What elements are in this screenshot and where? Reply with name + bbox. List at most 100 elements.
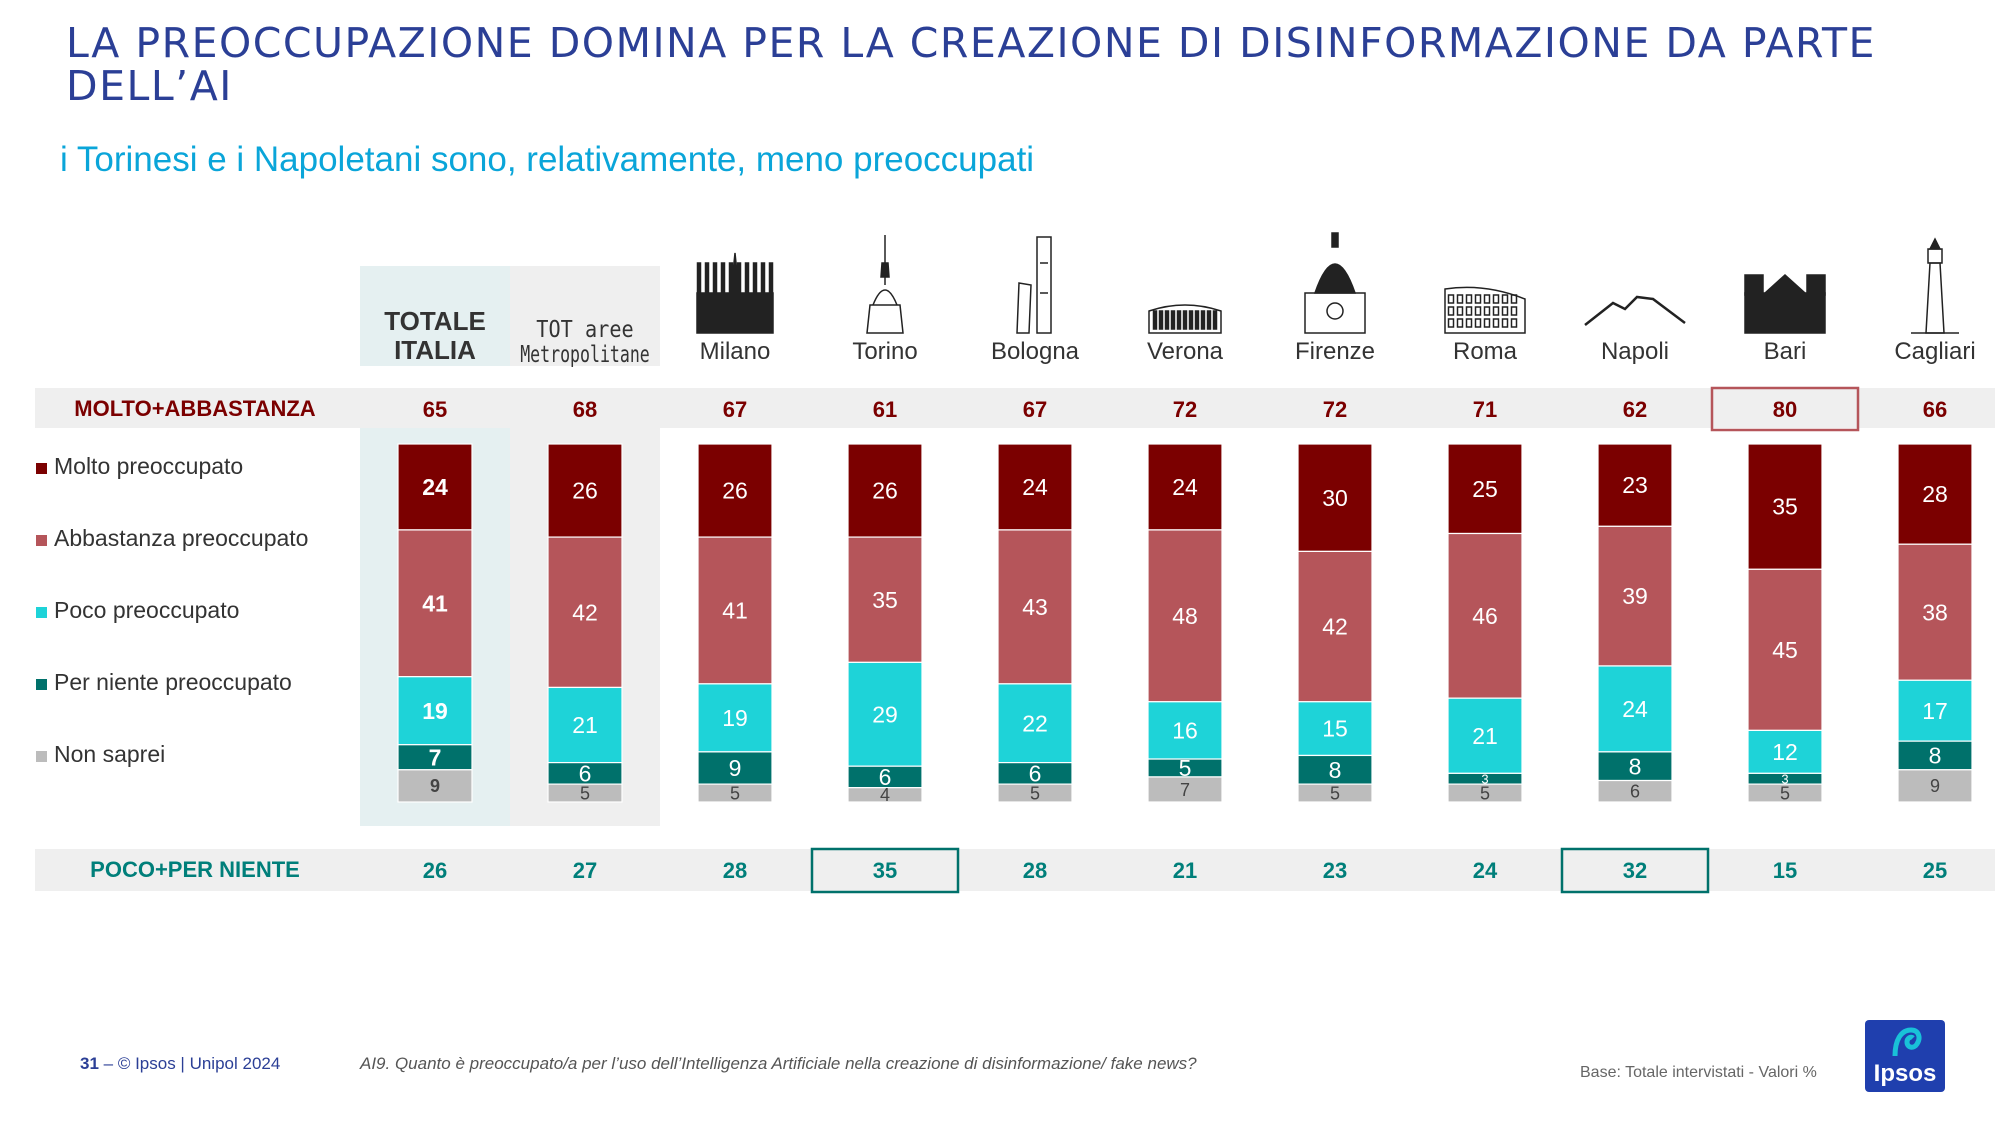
verona-arena-icon-part: [1158, 310, 1164, 330]
bar-segment-poco: [547, 686, 623, 764]
data-label-poco: 22: [1022, 710, 1048, 736]
category-label-line: TOTALE: [384, 306, 486, 336]
legend-swatch-molto: [36, 463, 47, 474]
page-subtitle: i Torinesi e i Napoletani sono, relativa…: [60, 140, 1035, 179]
mole-antonelliana-icon-part: [866, 304, 904, 334]
bar-segment-abbastanza: [397, 529, 473, 678]
colosseum-icon-part: [1483, 318, 1491, 328]
data-label-non_saprei: 6: [1630, 782, 1640, 802]
bar-segment-poco: [847, 661, 923, 767]
data-label-abbastanza: 42: [572, 599, 598, 625]
verona-arena-icon-part: [1164, 310, 1170, 330]
bottom-summary-value: 23: [1323, 858, 1347, 883]
bar-segment-poco: [1447, 697, 1523, 774]
colosseum-icon-part: [1483, 294, 1491, 304]
top-summary-value: 71: [1473, 397, 1497, 422]
colosseum-icon-part: [1501, 306, 1509, 316]
colosseum-icon-part: [1447, 306, 1455, 316]
top-summary-label: MOLTO+ABBASTANZA: [74, 396, 315, 421]
milan-cathedral-icon-part: [752, 262, 758, 296]
colosseum-icon-part: [1456, 306, 1464, 316]
florence-duomo-icon-part: [1326, 302, 1344, 320]
legend-label-poco: Poco preoccupato: [54, 597, 239, 623]
data-label-per_niente: 8: [1329, 757, 1342, 783]
bar-segment-poco: [1747, 729, 1823, 774]
colosseum-icon-part: [1492, 306, 1500, 316]
bottom-summary-value: 32: [1623, 858, 1647, 883]
data-label-non_saprei: 9: [1930, 776, 1940, 796]
bar-segment-non_saprei: [697, 783, 773, 803]
milan-cathedral-icon-part: [696, 292, 774, 334]
top-summary-value: 61: [873, 397, 897, 422]
data-label-poco: 24: [1622, 696, 1648, 722]
data-label-abbastanza: 46: [1472, 603, 1498, 629]
data-label-non_saprei: 5: [1780, 783, 1790, 803]
colosseum-icon-part: [1501, 318, 1509, 328]
bottom-summary-band: [35, 849, 1995, 891]
data-label-per_niente: 8: [1629, 753, 1642, 779]
data-label-abbastanza: 39: [1622, 583, 1648, 609]
bottom-summary-value: 15: [1773, 858, 1797, 883]
bottom-summary-highlight: [810, 847, 960, 894]
data-label-non_saprei: 5: [1480, 783, 1490, 803]
verona-arena-icon-part: [1212, 310, 1218, 330]
category-label-line: ITALIA: [394, 335, 476, 365]
bar-segment-non_saprei: [397, 769, 473, 803]
tot-aree-header-bg: [510, 266, 660, 366]
verona-arena-icon-part: [1182, 310, 1188, 330]
bari-basilica-icon-part: [1763, 273, 1807, 294]
colosseum-icon-part: [1474, 306, 1482, 316]
legend-swatch-poco: [36, 607, 47, 618]
data-label-poco: 19: [722, 705, 748, 731]
bar-segment-per_niente: [1897, 740, 1973, 771]
category-label: Torino: [852, 338, 917, 365]
colosseum-icon-part: [1510, 318, 1518, 328]
verona-arena-icon-part: [1170, 310, 1176, 330]
colosseum-icon-part: [1447, 318, 1455, 328]
data-label-per_niente: 7: [429, 744, 442, 770]
bottom-summary-value: 28: [1023, 858, 1047, 883]
milan-cathedral-icon-part: [730, 252, 740, 294]
data-label-molto: 24: [422, 474, 448, 500]
top-summary-value: 66: [1923, 397, 1947, 422]
bari-basilica-icon-part: [1744, 292, 1826, 334]
category-label: Firenze: [1295, 338, 1375, 365]
logo-text: Ipsos: [1873, 1060, 1937, 1087]
legend-swatch-per_niente: [36, 679, 47, 690]
page-title: LA PREOCCUPAZIONE DOMINA PER LA CREAZION…: [66, 19, 1876, 110]
data-label-poco: 15: [1322, 716, 1348, 742]
legend-label-molto: Molto preoccupato: [54, 453, 243, 479]
top-summary-band: [35, 388, 1995, 428]
bar-segment-molto: [697, 443, 773, 538]
colosseum-icon-part: [1474, 294, 1482, 304]
bar-segment-molto: [547, 443, 623, 538]
bar-segment-abbastanza: [1147, 529, 1223, 703]
bar-segment-non_saprei: [1597, 779, 1673, 803]
category-label: Milano: [700, 338, 771, 365]
data-label-molto: 26: [722, 478, 748, 504]
data-label-non_saprei: 4: [880, 785, 890, 805]
data-label-molto: 30: [1322, 485, 1348, 511]
bar-segment-poco: [997, 683, 1073, 764]
colosseum-icon-part: [1465, 318, 1473, 328]
verona-arena-icon-part: [1152, 310, 1158, 330]
category-label: Roma: [1453, 338, 1518, 365]
data-label-abbastanza: 35: [872, 587, 898, 613]
data-label-poco: 17: [1922, 698, 1948, 724]
data-label-molto: 25: [1472, 476, 1498, 502]
lighthouse-icon-part: [1927, 248, 1943, 264]
bari-basilica-icon-part: [1806, 274, 1826, 296]
milan-cathedral-icon-part: [696, 262, 702, 296]
bar-segment-non_saprei: [1297, 783, 1373, 803]
footer-source: 31 – © Ipsos | Unipol 2024: [80, 1054, 280, 1074]
top-summary-value: 62: [1623, 397, 1647, 422]
bottom-summary-value: 27: [573, 858, 597, 883]
data-label-non_saprei: 9: [430, 776, 440, 796]
top-summary-value: 67: [1023, 397, 1047, 422]
bar-segment-abbastanza: [1747, 568, 1823, 731]
base-note: Base: Totale intervistati - Valori %: [1580, 1064, 1817, 1081]
colosseum-icon-part: [1510, 306, 1518, 316]
colosseum-icon-part: [1501, 294, 1509, 304]
bologna-towers-icon: [1016, 236, 1052, 334]
lighthouse-icon-part: [1928, 237, 1942, 250]
